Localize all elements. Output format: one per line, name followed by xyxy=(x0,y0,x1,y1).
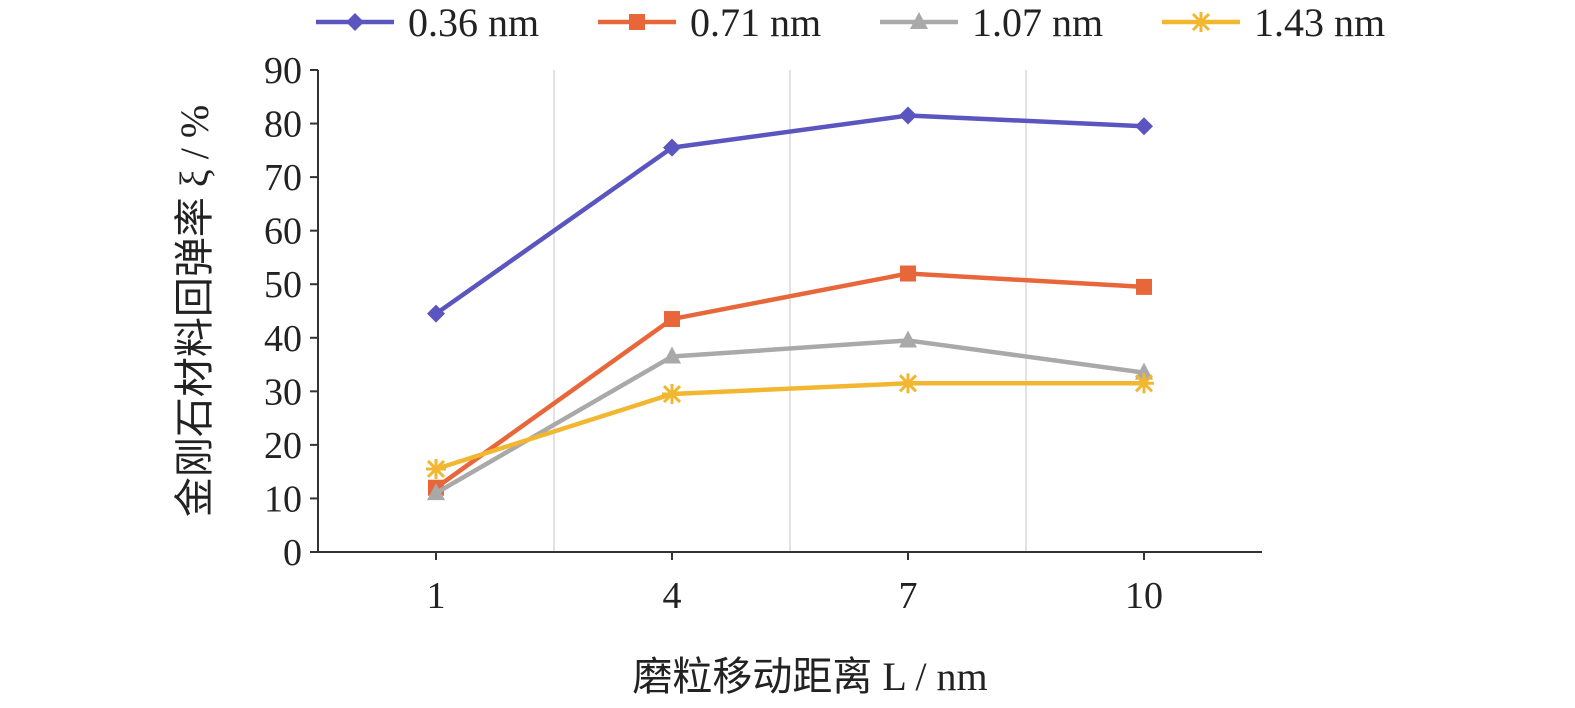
data-point xyxy=(427,483,445,501)
data-point xyxy=(1135,362,1153,380)
series-line xyxy=(434,113,1145,316)
legend-label: 0.71 nm xyxy=(690,0,821,45)
legend-item: 1.43 nm xyxy=(1162,0,1385,45)
x-tick-label: 10 xyxy=(1125,575,1163,617)
y-tick-label: 30 xyxy=(264,371,302,413)
y-tick-label: 50 xyxy=(264,264,302,306)
y-tick-label: 70 xyxy=(264,157,302,199)
data-point xyxy=(1136,278,1152,295)
series-line xyxy=(434,338,1145,496)
data-point xyxy=(899,330,917,348)
y-tick-label: 40 xyxy=(264,318,302,360)
legend-label: 1.07 nm xyxy=(972,0,1103,45)
data-point xyxy=(898,373,918,394)
data-point xyxy=(426,458,446,479)
y-axis-title: 金刚石材料回弹率 ξ / % xyxy=(172,105,217,517)
data-point xyxy=(663,346,681,364)
data-point xyxy=(1135,117,1153,136)
legend-item: 1.07 nm xyxy=(880,0,1103,45)
y-tick-label: 0 xyxy=(283,532,302,574)
legend-marker xyxy=(1191,12,1211,32)
axes xyxy=(317,70,1262,553)
legend-marker xyxy=(910,12,928,29)
data-point xyxy=(662,384,682,405)
series-2 xyxy=(427,330,1153,501)
legend-item: 0.71 nm xyxy=(598,0,821,45)
legend: 0.36 nm 0.71 nm 1.07 nm 1.43 nm xyxy=(316,0,1385,45)
y-tick-label: 80 xyxy=(264,104,302,146)
series-line xyxy=(434,271,1145,490)
grid xyxy=(553,70,1027,552)
series-0 xyxy=(427,106,1153,323)
legend-marker xyxy=(629,14,645,30)
data-point xyxy=(664,311,680,328)
y-tick-label: 90 xyxy=(264,50,302,92)
series xyxy=(426,106,1154,501)
y-tick-label: 20 xyxy=(264,425,302,467)
x-axis-title: 磨粒移动距离 L / nm xyxy=(632,654,987,699)
data-point xyxy=(663,138,681,157)
x-tick-label: 4 xyxy=(663,575,682,617)
x-tick-label: 1 xyxy=(427,575,446,617)
y-tick-label: 60 xyxy=(264,211,302,253)
legend-label: 1.43 nm xyxy=(1254,0,1385,45)
ticks: 0 10 20 30 40 50 60 70 80 90 1 4 7 10 xyxy=(264,50,1163,617)
y-tick-label: 10 xyxy=(264,478,302,520)
data-point xyxy=(1134,373,1154,394)
data-point xyxy=(899,106,917,125)
legend-item: 0.36 nm xyxy=(316,0,539,45)
data-point xyxy=(900,265,916,282)
x-tick-label: 7 xyxy=(899,575,918,617)
legend-label: 0.36 nm xyxy=(408,0,539,45)
series-line xyxy=(435,381,1144,472)
series-1 xyxy=(428,265,1152,496)
legend-marker xyxy=(346,13,364,31)
series-3 xyxy=(426,373,1154,479)
data-point xyxy=(427,304,445,323)
